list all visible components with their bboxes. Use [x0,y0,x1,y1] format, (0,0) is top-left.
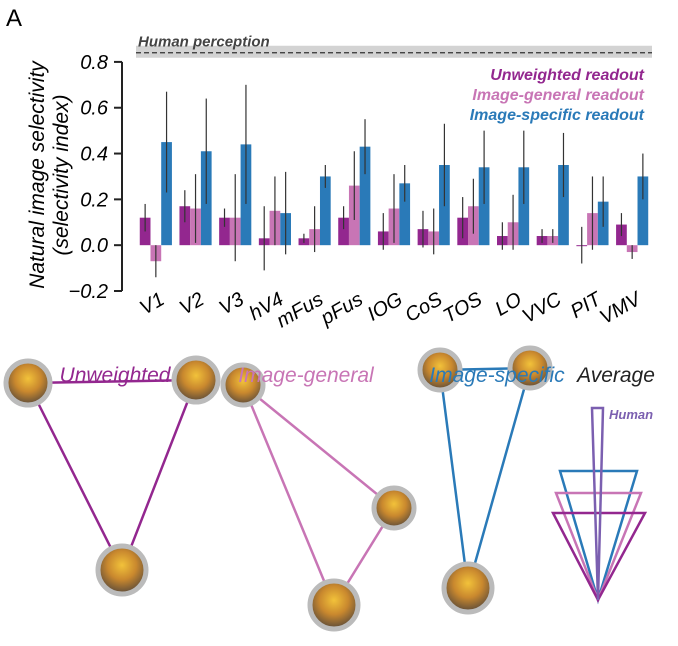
y-tick-label: 0.8 [80,52,108,74]
legend-entry: Image-specific readout [470,107,645,124]
human-label: Human perception [138,34,270,51]
panel-b-title: Unweighted [60,364,172,387]
y-label-line: (selectivity index) [50,94,73,255]
x-tick-label: IOG [364,288,407,325]
y-tick-label: 0.6 [80,98,109,120]
bar [637,176,649,246]
bar [518,167,530,246]
x-tick-label: V1 [136,288,168,319]
bar [359,146,371,246]
y-label-line: Natural image selectivity [26,60,49,289]
panel-b-title: Image-specific [429,364,565,387]
x-tick-label: VVC [519,288,566,328]
x-tick-label: TOS [440,288,487,328]
x-tick-label: pFus [316,288,366,330]
panel-b-title: Image-general [238,364,375,387]
y-tick-label: 0.2 [80,189,108,211]
bar [179,206,191,246]
graph-edges [25,366,648,608]
panel-b: Unweighted Image-general Image-specific … [3,345,655,632]
bar [399,183,411,246]
legend-entry: Image-general readout [472,87,644,104]
panel-b-title: Average [575,364,655,387]
x-tick-label: V2 [176,288,208,319]
panel-label: A [6,5,22,32]
y-tick-label: −0.2 [69,281,108,303]
bar [161,142,172,246]
x-tick-label: VMV [596,287,646,329]
legend-entry: Unweighted readout [490,67,644,84]
human-band [136,45,652,58]
bar [338,217,349,246]
bar [319,176,331,246]
bar [558,165,569,246]
bar [219,217,230,246]
human-label: Human [609,407,653,422]
x-tick-label: V3 [216,288,248,319]
y-axis-label: Natural image selectivity(selectivity in… [26,60,73,289]
bar [478,167,490,246]
image-nodes [3,345,553,632]
y-tick-label: 0.4 [80,144,108,166]
x-tick-label: LO [491,288,525,320]
y-tick-label: 0.0 [80,235,108,257]
